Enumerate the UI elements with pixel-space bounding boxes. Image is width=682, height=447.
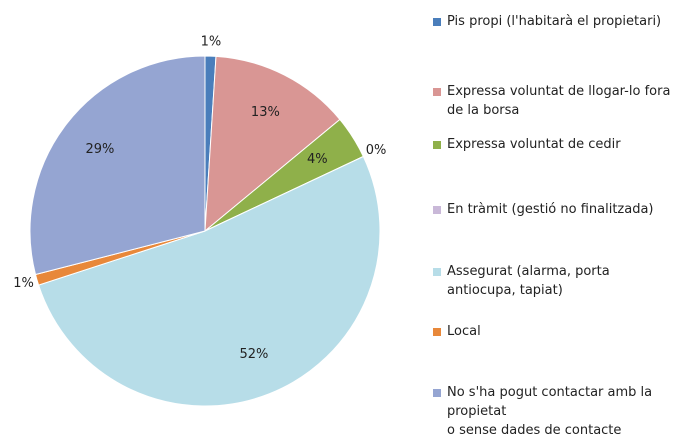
legend-item: Local: [433, 322, 677, 341]
pie-slice: [29, 55, 206, 276]
legend-swatch: [433, 141, 441, 149]
legend-label: Expressa voluntat de cedir: [447, 137, 621, 152]
legend-label: Expressa voluntat de llogar-lo fora de l…: [447, 84, 671, 118]
data-label: 1%: [201, 35, 222, 50]
data-label: 29%: [85, 142, 114, 157]
legend-item: Pis propi (l'habitarà el propietari): [433, 12, 677, 31]
legend-swatch: [433, 389, 441, 397]
legend-swatch: [433, 18, 441, 26]
data-label: 52%: [240, 347, 269, 362]
data-label: 13%: [251, 105, 280, 120]
legend-item: Expressa voluntat de llogar-lo fora de l…: [433, 82, 677, 120]
legend-swatch: [433, 88, 441, 96]
pie-slice: [37, 155, 381, 407]
legend-label: No s'ha pogut contactar amb la propietat…: [447, 385, 653, 438]
legend-swatch: [433, 328, 441, 336]
legend-item: Assegurat (alarma, porta antiocupa, tapi…: [433, 262, 677, 300]
legend-item: No s'ha pogut contactar amb la propietat…: [433, 383, 677, 440]
data-label: 0%: [366, 143, 387, 158]
legend-item: Expressa voluntat de cedir: [433, 135, 677, 154]
legend-label: Local: [447, 324, 481, 339]
legend-label: En tràmit (gestió no finalitzada): [447, 202, 654, 217]
legend-swatch: [433, 268, 441, 276]
legend-swatch: [433, 206, 441, 214]
legend-item: En tràmit (gestió no finalitzada): [433, 200, 677, 219]
legend-label: Assegurat (alarma, porta antiocupa, tapi…: [447, 264, 610, 298]
legend-label: Pis propi (l'habitarà el propietari): [447, 14, 662, 29]
pie-slice: [204, 55, 341, 233]
data-label: 1%: [13, 276, 34, 291]
pie-area: 1% 13% 4% 0% 52% 1% 29%: [13, 35, 387, 407]
data-label: 4%: [307, 152, 328, 167]
